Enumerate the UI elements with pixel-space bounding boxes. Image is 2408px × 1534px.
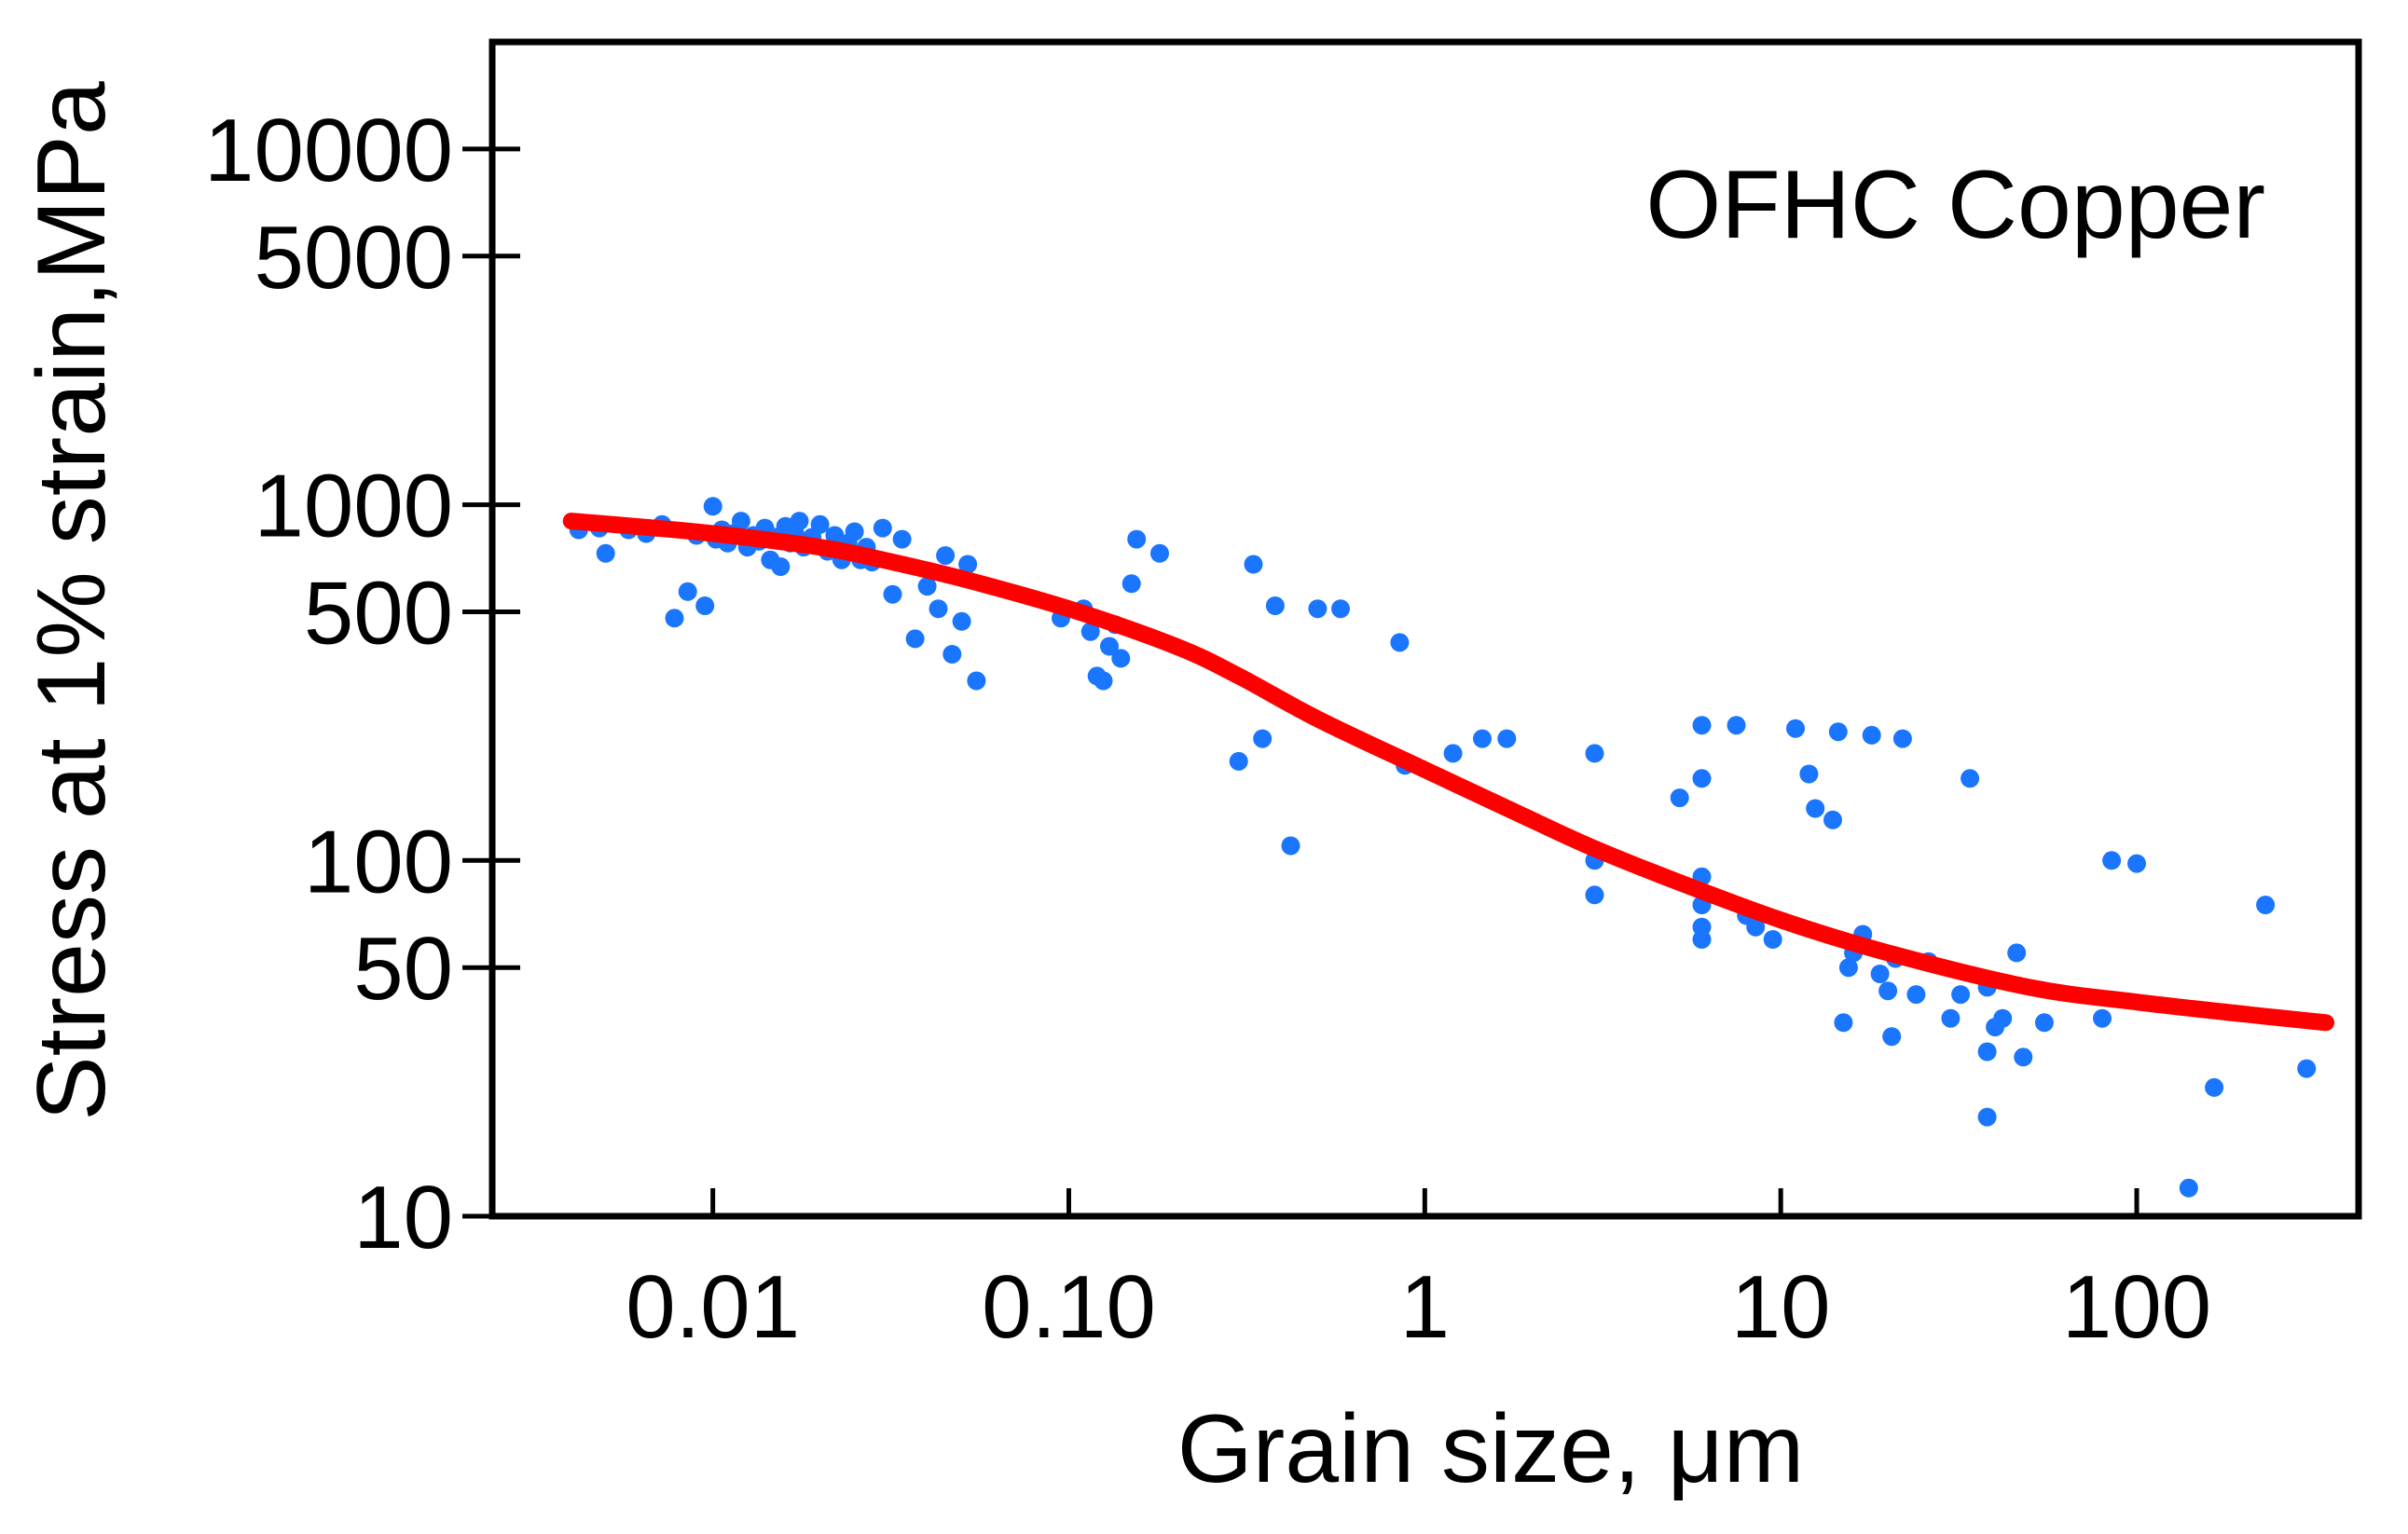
data-point [1806,799,1825,818]
y-tick-label: 1000 [254,457,453,556]
data-point [1692,769,1712,788]
plot-frame [488,38,2362,1220]
data-point [1253,729,1273,748]
data-point [1585,744,1604,763]
data-point [1080,622,1100,641]
data-point [2127,854,2146,873]
data-point [952,611,971,631]
data-point [958,555,978,574]
data-point [2014,1048,2033,1067]
data-point [1121,574,1141,594]
data-point [1961,769,1980,788]
data-point [1862,725,1881,745]
data-point [1308,599,1328,619]
data-point [1977,1042,1997,1061]
data-point [1692,716,1712,735]
data-point [2007,943,2027,963]
data-point [1094,671,1113,691]
data-point [678,582,697,601]
data-point [2256,896,2276,914]
y-tick-label: 10000 [204,101,453,200]
data-point [1390,633,1410,652]
data-point [2102,851,2122,870]
data-point [1244,555,1263,574]
data-point [967,671,986,691]
data-point [2179,1178,2198,1198]
data-point [905,629,925,649]
data-point [892,529,912,549]
chart-annotation: OFHC Copper [1645,151,2265,259]
data-point [1100,637,1119,656]
data-point [1834,1013,1853,1033]
data-point [1727,716,1746,735]
data-point [810,514,830,534]
data-point [1265,596,1285,615]
data-point [1951,985,1971,1005]
data-point [1150,543,1169,563]
data-point [2093,1008,2112,1028]
x-tick-label: 1 [1400,1257,1450,1357]
data-point [771,557,791,576]
data-point [1229,751,1248,771]
data-point [845,522,864,541]
y-tick-label: 50 [353,919,453,1019]
fit-curve [562,513,2334,1032]
data-point [596,543,615,563]
data-point [1882,1027,1902,1047]
data-point [1670,788,1689,808]
data-point [2297,1059,2317,1078]
data-point [943,645,962,664]
data-point [1906,985,1926,1005]
data-point [2034,1013,2054,1033]
data-point [873,518,892,538]
x-tick-label: 100 [2062,1257,2211,1357]
y-axis-title: Stress at 1% strain,MPa [18,81,126,1121]
data-point [1746,917,1766,937]
data-point [1281,836,1300,856]
data-point [665,609,684,628]
x-tick-label: 10 [1731,1257,1831,1357]
data-point [1941,1008,1961,1028]
data-point [1892,729,1912,748]
data-point [1993,1008,2013,1028]
y-tick-label: 500 [304,564,453,664]
data-point [1473,729,1492,748]
x-axis-title: Grain size, μm [1177,1395,1805,1503]
data-point [1692,930,1712,949]
data-point [1443,744,1463,763]
data-point [1585,885,1604,905]
data-point [1977,1107,1997,1127]
data-point [2205,1077,2224,1097]
data-point [703,497,722,516]
data-point [929,599,948,619]
data-point [1870,965,1890,983]
data-point [1763,930,1782,949]
data-point [790,512,809,531]
data-points [569,497,2317,1198]
fit-curve-layer [562,513,2334,1032]
y-tick-label: 5000 [254,208,453,308]
y-tick-label: 100 [304,812,453,911]
data-point [1786,719,1805,738]
data-point [1828,722,1848,742]
data-point [1878,981,1898,1001]
data-point [695,596,715,615]
data-point [1838,958,1858,978]
data-point [936,546,956,566]
data-point [1127,529,1147,549]
data-point [731,512,750,531]
y-tick-label: 10 [353,1168,453,1267]
data-point [917,577,937,596]
x-tick-label: 0.10 [982,1257,1156,1357]
data-point [1497,729,1517,748]
data-point [1331,599,1350,619]
x-tick-label: 0.01 [626,1257,800,1357]
data-point [1111,649,1131,668]
data-point [1823,810,1842,829]
data-point [883,584,902,604]
data-point [1799,764,1819,784]
